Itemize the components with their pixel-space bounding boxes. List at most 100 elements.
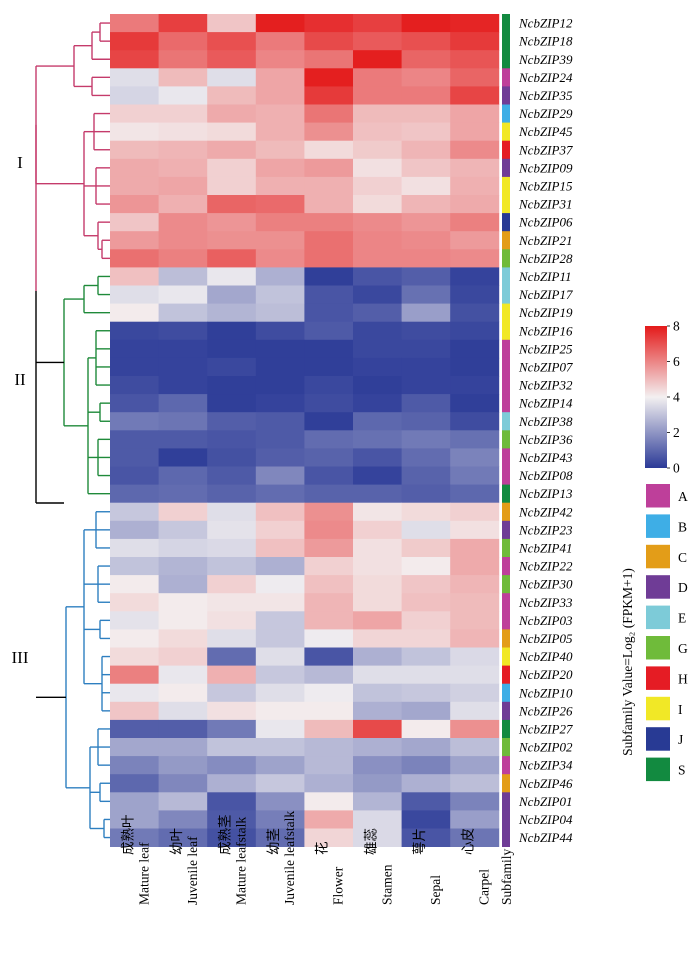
- tissue-label-en: Flower: [331, 866, 346, 905]
- gene-label: NcbZIP07: [518, 359, 573, 374]
- heatmap-cell: [304, 502, 354, 522]
- heatmap-cell: [207, 267, 257, 286]
- heatmap-cell: [304, 792, 354, 811]
- gene-label: NcbZIP18: [518, 34, 573, 49]
- gene-label: NcbZIP30: [518, 577, 573, 592]
- heatmap-cell: [353, 502, 402, 522]
- subfamily-bar-cell: [502, 195, 510, 214]
- subfamily-bar-cell: [502, 738, 510, 757]
- subfamily-legend-label: D: [678, 580, 688, 595]
- tissue-label-en: Carpel: [477, 869, 492, 905]
- gene-label: NcbZIP11: [518, 269, 571, 284]
- heatmap-cell: [207, 176, 257, 196]
- subfamily-swatch: [646, 575, 670, 599]
- gene-label: NcbZIP46: [518, 776, 573, 791]
- heatmap-cell: [450, 665, 500, 685]
- heatmap-cell: [304, 828, 354, 847]
- heatmap-cell: [255, 231, 305, 250]
- heatmap-cell: [353, 249, 402, 268]
- subfamily-bar-cell: [502, 647, 510, 666]
- heatmap-cell: [207, 611, 257, 630]
- heatmap-cell: [110, 738, 159, 757]
- gene-label: NcbZIP22: [518, 559, 573, 574]
- heatmap-cell: [110, 774, 159, 793]
- heatmap-cell: [450, 68, 500, 87]
- tissue-label-cn: 花: [315, 842, 330, 856]
- heatmap-cell: [450, 502, 500, 522]
- heatmap-cell: [110, 285, 159, 304]
- subfamily-bar-cell: [502, 122, 510, 142]
- colorbar: [645, 326, 667, 468]
- heatmap-cell: [450, 683, 500, 703]
- gene-label: NcbZIP33: [518, 595, 573, 610]
- gene-label: NcbZIP44: [518, 830, 573, 845]
- heatmap-cell: [158, 249, 208, 268]
- heatmap-cell: [304, 520, 354, 540]
- subfamily-bar-cell: [502, 357, 510, 377]
- heatmap-cell: [304, 557, 354, 576]
- gene-label: NcbZIP19: [518, 305, 573, 320]
- heatmap-cell: [304, 357, 354, 377]
- heatmap-cell: [353, 756, 402, 775]
- heatmap-cell: [353, 665, 402, 685]
- heatmap-cell: [304, 810, 354, 829]
- heatmap-cell: [353, 394, 402, 413]
- heatmap-cell: [353, 14, 402, 33]
- gene-label: NcbZIP45: [518, 124, 573, 139]
- tissue-label-cn: 幼叶: [169, 828, 184, 855]
- heatmap-cell: [401, 176, 451, 196]
- gene-label: NcbZIP23: [518, 522, 573, 537]
- tissue-label-en: Sepal: [428, 875, 443, 905]
- subfamily-legend-label: A: [678, 489, 688, 504]
- heatmap-cell: [207, 231, 257, 250]
- gene-label: NcbZIP31: [518, 197, 572, 212]
- heatmap-cell: [207, 249, 257, 268]
- subfamily-bar-cell: [502, 792, 510, 811]
- clade-label: III: [12, 648, 29, 667]
- subfamily-bar-cell: [502, 466, 510, 485]
- colorbar-legend: 0 2 4 6 8: [645, 319, 680, 476]
- heatmap-cell: [353, 828, 402, 847]
- subfamily-bar-cell: [502, 376, 510, 395]
- heatmap-cell: [401, 448, 451, 467]
- subfamily-bar-cell: [502, 629, 510, 648]
- heatmap-cell: [255, 719, 305, 739]
- heatmap-cell: [401, 665, 451, 685]
- heatmap-cell: [207, 50, 257, 69]
- heatmap-cell: [158, 611, 208, 630]
- heatmap-cell: [353, 104, 402, 123]
- heatmap-cell: [401, 122, 451, 142]
- heatmap-cell: [304, 158, 354, 178]
- heatmap-cell: [158, 32, 208, 51]
- heatmap-cell: [401, 231, 451, 250]
- heatmap-cell: [401, 357, 451, 377]
- heatmap-cell: [450, 140, 500, 160]
- heatmap-cell: [450, 158, 500, 178]
- heatmap-cell: [255, 828, 305, 847]
- heatmap-cell: [207, 394, 257, 413]
- heatmap-cell: [304, 86, 354, 105]
- heatmap-cell: [207, 575, 257, 594]
- gene-label: NcbZIP43: [518, 450, 573, 465]
- heatmap-cell: [207, 376, 257, 395]
- heatmap-cell: [304, 267, 354, 286]
- tissue-label-cn: 幼茎: [266, 828, 281, 855]
- heatmap-cell: [450, 738, 500, 757]
- heatmap-cell: [110, 466, 159, 485]
- heatmap-cell: [255, 575, 305, 594]
- heatmap-cell: [158, 285, 208, 304]
- heatmap-cell: [255, 122, 305, 142]
- heatmap-cell: [450, 267, 500, 286]
- heatmap-cell: [304, 14, 354, 33]
- heatmap-cell: [450, 321, 500, 341]
- heatmap-cell: [255, 14, 305, 33]
- heatmap-cell: [255, 448, 305, 467]
- heatmap-cell: [207, 430, 257, 449]
- heatmap-cell: [110, 339, 159, 359]
- subfamily-bar-cell: [502, 412, 510, 431]
- heatmap-cell: [353, 339, 402, 359]
- heatmap-cell: [304, 701, 354, 721]
- heatmap-cell: [158, 86, 208, 105]
- heatmap-cell: [207, 810, 257, 829]
